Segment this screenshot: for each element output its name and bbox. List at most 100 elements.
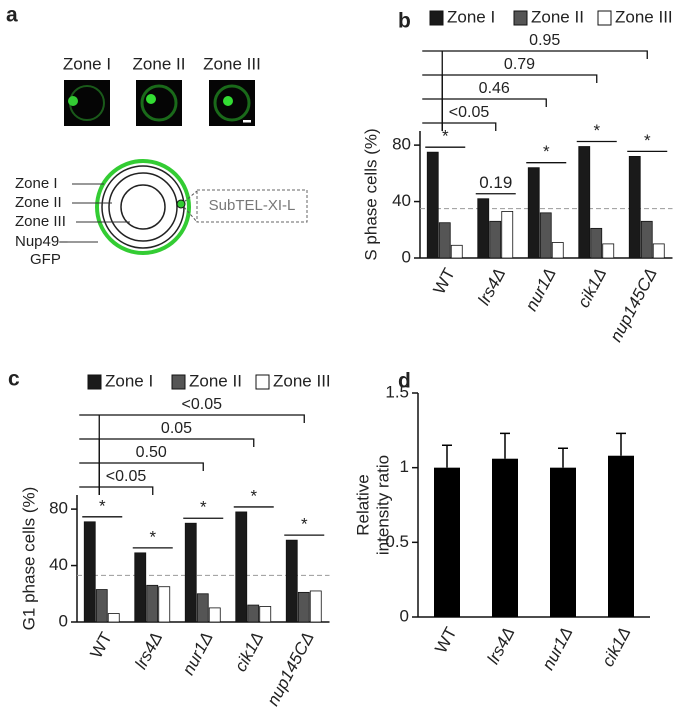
group-mark: *	[644, 131, 651, 150]
comparison-bracket	[422, 122, 497, 131]
x-tick-label: nur1Δ	[538, 624, 576, 673]
x-tick-label: WT	[431, 624, 460, 656]
group-mark: *	[250, 486, 257, 505]
comparison-bracket	[422, 50, 648, 131]
legend-swatch	[597, 10, 612, 26]
group-mark: *	[593, 121, 600, 140]
legend-label: Zone I	[447, 7, 495, 26]
bar	[652, 243, 665, 259]
group-mark: *	[99, 496, 106, 515]
y-tick-label: 0.5	[385, 532, 409, 551]
nucleus-diagram	[66, 159, 308, 255]
legend-swatch	[429, 10, 444, 26]
x-tick-label: lrs4Δ	[474, 265, 509, 308]
bar	[608, 455, 634, 617]
bar	[208, 607, 221, 623]
x-tick-label: cik1Δ	[598, 624, 634, 670]
bar	[527, 167, 540, 259]
group-mark: *	[200, 498, 207, 517]
bar	[492, 458, 518, 617]
x-tick-label: nur1Δ	[179, 629, 217, 678]
bar	[450, 244, 463, 259]
bar	[259, 606, 272, 623]
comparison-label: 0.05	[161, 420, 192, 437]
group-mark: 0.19	[479, 173, 512, 192]
y-axis-label: S phase cells (%)	[361, 128, 380, 260]
comparison-label: <0.05	[106, 468, 147, 485]
bar	[134, 552, 147, 623]
y-axis-label: intensity ratio	[373, 455, 392, 555]
y-tick-label: 40	[49, 555, 68, 574]
zone-title: Zone II	[133, 54, 186, 73]
legend-swatch	[255, 374, 270, 390]
bar	[550, 467, 576, 617]
legend-label: Zone II	[531, 7, 584, 26]
bar	[438, 222, 451, 259]
bar	[489, 220, 502, 259]
panel-label: b	[398, 10, 411, 33]
locus-label: SubTEL-XI-L	[209, 197, 296, 214]
x-tick-label: cik1Δ	[574, 265, 610, 311]
x-tick-label: nur1Δ	[522, 265, 560, 314]
zone-label: Zone I	[15, 175, 58, 192]
bar	[83, 521, 96, 623]
x-tick-label: cik1Δ	[231, 629, 267, 675]
zone-label: Zone II	[15, 194, 62, 211]
error-bar	[442, 444, 452, 468]
bar	[309, 590, 322, 623]
bar	[247, 604, 260, 623]
zone-title: Zone I	[63, 54, 111, 73]
micrographs	[64, 80, 255, 126]
x-tick-label: WT	[87, 629, 116, 661]
group-mark: *	[301, 515, 308, 534]
y-tick-label: 0	[402, 247, 411, 266]
legend-label: Zone II	[189, 371, 242, 390]
legend-swatch	[87, 374, 102, 390]
bar	[158, 586, 171, 623]
legend-label: Zone III	[615, 7, 673, 26]
comparison-label: <0.05	[182, 396, 223, 413]
comparison-bracket	[79, 414, 305, 495]
x-tick-label: lrs4Δ	[483, 624, 518, 667]
group-mark: *	[442, 127, 449, 146]
y-tick-label: 0	[400, 606, 409, 625]
error-bar	[616, 432, 626, 456]
bar	[146, 584, 159, 623]
bar	[434, 467, 460, 617]
bar	[297, 591, 310, 623]
comparison-label: <0.05	[449, 104, 490, 121]
panel-label: a	[6, 4, 18, 27]
y-tick-label: 80	[392, 135, 411, 154]
group-mark: *	[149, 527, 156, 546]
bar	[640, 220, 653, 259]
y-tick-label: 40	[392, 191, 411, 210]
error-bar	[500, 432, 510, 459]
bar	[501, 211, 514, 259]
bar	[628, 155, 641, 259]
x-tick-label: nup145CΔ	[263, 629, 318, 709]
reporter-label: Nup49–	[15, 233, 68, 250]
y-axis-label: Relative	[353, 474, 372, 535]
y-axis-label: G1 phase cells (%)	[19, 487, 38, 631]
x-tick-label: WT	[430, 265, 459, 297]
comparison-label: 0.50	[136, 444, 167, 461]
bar	[551, 242, 564, 259]
zone-title: Zone III	[203, 54, 261, 73]
bar	[477, 198, 490, 259]
bar	[95, 589, 108, 623]
comparison-label: 0.46	[479, 80, 510, 97]
panel-label: d	[398, 370, 411, 393]
comparison-label: 0.95	[529, 32, 560, 49]
bar	[539, 212, 552, 259]
bar	[602, 243, 615, 259]
x-tick-label: nup145CΔ	[606, 265, 661, 345]
y-tick-label: 1.5	[385, 382, 409, 401]
x-tick-label: lrs4Δ	[131, 629, 166, 672]
legend-swatch	[171, 374, 186, 390]
legend-label: Zone III	[273, 371, 331, 390]
bar	[184, 522, 197, 623]
y-tick-label: 1	[400, 457, 409, 476]
legend-swatch	[513, 10, 528, 26]
zone-label: Zone III	[15, 213, 66, 230]
